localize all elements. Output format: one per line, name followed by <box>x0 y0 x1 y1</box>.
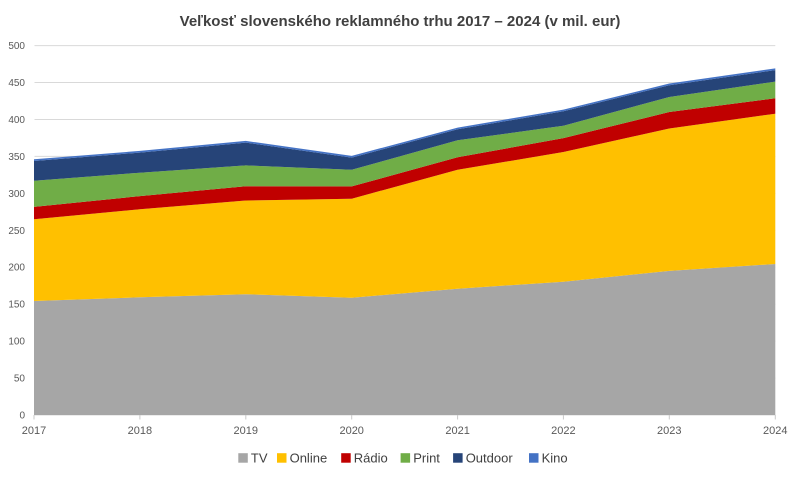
svg-text:300: 300 <box>8 189 25 200</box>
svg-text:150: 150 <box>8 300 25 311</box>
svg-text:Veľkosť slovenského reklamného: Veľkosť slovenského reklamného trhu 2017… <box>180 13 621 30</box>
svg-text:2017: 2017 <box>22 425 46 437</box>
svg-text:50: 50 <box>14 374 26 385</box>
svg-text:0: 0 <box>19 411 25 422</box>
svg-text:500: 500 <box>8 41 25 52</box>
svg-text:2022: 2022 <box>551 425 575 437</box>
svg-text:2023: 2023 <box>657 425 681 437</box>
svg-text:100: 100 <box>8 337 25 348</box>
svg-text:Print: Print <box>413 450 440 465</box>
svg-text:2019: 2019 <box>234 425 258 437</box>
svg-text:2018: 2018 <box>128 425 152 437</box>
svg-text:400: 400 <box>8 115 25 126</box>
svg-text:Kino: Kino <box>542 450 568 465</box>
svg-text:350: 350 <box>8 152 25 163</box>
svg-text:TV: TV <box>251 450 268 465</box>
svg-text:2020: 2020 <box>339 425 363 437</box>
svg-text:450: 450 <box>8 78 25 89</box>
svg-text:Online: Online <box>290 450 328 465</box>
svg-text:2021: 2021 <box>445 425 469 437</box>
svg-text:250: 250 <box>8 226 25 237</box>
svg-text:Rádio: Rádio <box>354 450 388 465</box>
svg-text:Outdoor: Outdoor <box>466 450 514 465</box>
svg-text:200: 200 <box>8 263 25 274</box>
svg-text:2024: 2024 <box>763 425 787 437</box>
